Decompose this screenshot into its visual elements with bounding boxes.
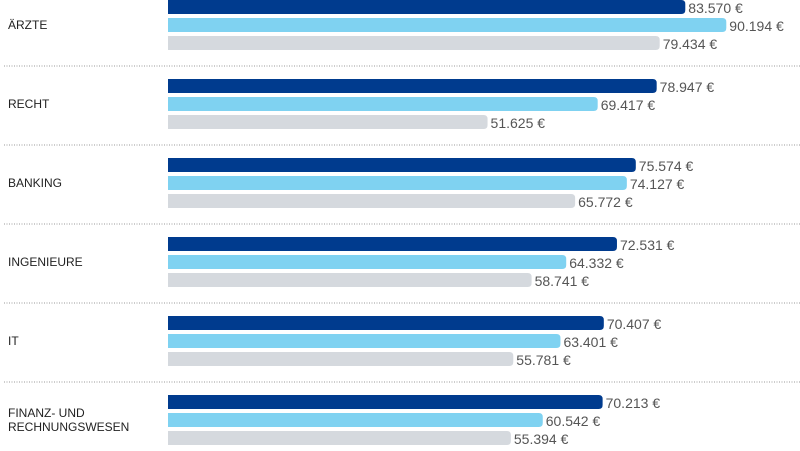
value-label: 70.407 € [607, 316, 662, 332]
category-label: INGENIEURE [8, 255, 83, 269]
category-label-line: FINANZ- UND [8, 406, 85, 420]
value-label: 90.194 € [729, 18, 784, 34]
value-label: 69.417 € [601, 97, 656, 113]
bar-series-3 [168, 194, 576, 208]
bar-series-1 [168, 316, 604, 330]
value-label: 70.213 € [606, 395, 661, 411]
category-label-line: ÄRZTE [8, 18, 47, 32]
bar-series-3 [168, 273, 532, 287]
bar-series-1 [168, 237, 617, 251]
category-label-line: INGENIEURE [8, 255, 83, 269]
value-label: 51.625 € [491, 115, 546, 131]
bar-series-3 [168, 115, 488, 129]
value-label: 58.741 € [535, 273, 590, 289]
bar-series-1 [168, 79, 657, 93]
value-label: 55.781 € [516, 352, 571, 368]
value-label: 60.542 € [546, 413, 601, 429]
value-label: 55.394 € [514, 431, 569, 447]
category-label: FINANZ- UND RECHNUNGSWESEN [8, 406, 129, 434]
value-label: 79.434 € [663, 36, 718, 52]
value-label: 72.531 € [620, 237, 675, 253]
category-label-line: IT [8, 334, 19, 348]
bar-series-3 [168, 352, 514, 366]
value-label: 64.332 € [569, 255, 624, 271]
value-label: 63.401 € [563, 334, 618, 350]
bar-series-2 [168, 18, 727, 32]
bar-series-1 [168, 0, 686, 14]
bar-series-1 [168, 158, 636, 172]
bar-series-3 [168, 36, 660, 50]
value-label: 75.574 € [639, 158, 694, 174]
value-label: 65.772 € [578, 194, 633, 210]
category-label: IT [8, 334, 19, 348]
bar-series-2 [168, 255, 567, 269]
bar-series-2 [168, 97, 598, 111]
category-label: BANKING [8, 176, 62, 190]
category-label: ÄRZTE [8, 18, 47, 32]
bar-series-2 [168, 334, 561, 348]
value-label: 83.570 € [688, 0, 743, 16]
bar-series-3 [168, 431, 511, 445]
bar-series-1 [168, 395, 603, 409]
category-label-line: RECHT [8, 97, 50, 111]
value-label: 78.947 € [660, 79, 715, 95]
category-label-line: BANKING [8, 176, 62, 190]
category-label-line: RECHNUNGSWESEN [8, 420, 129, 434]
bar-series-2 [168, 176, 627, 190]
bar-series-2 [168, 413, 543, 427]
value-label: 74.127 € [630, 176, 685, 192]
category-label: RECHT [8, 97, 50, 111]
